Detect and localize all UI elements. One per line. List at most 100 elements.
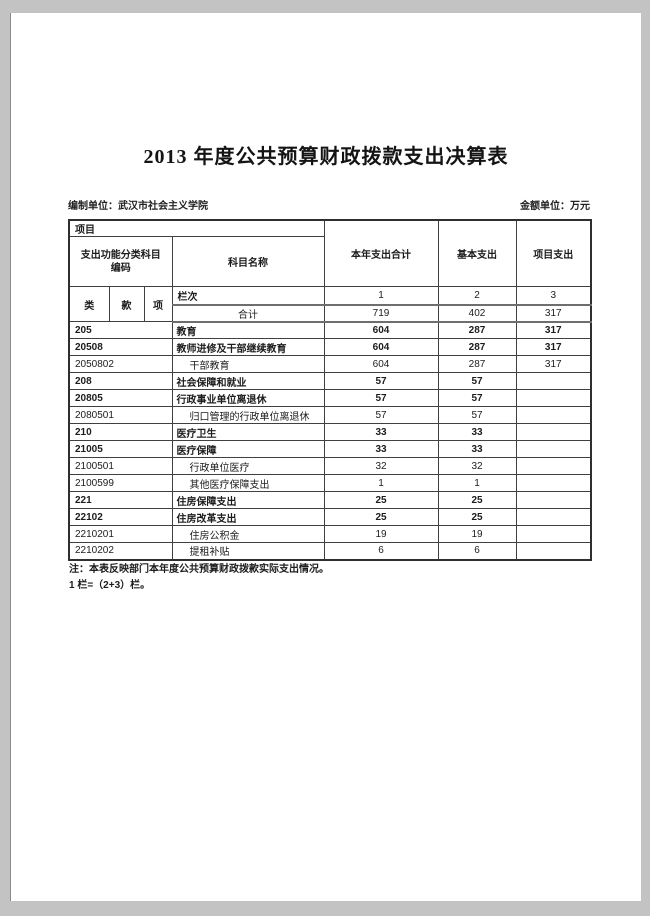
row-year-total-value: 33	[323, 440, 439, 458]
row-code: 221	[68, 491, 173, 509]
row-year-total-value: 33	[323, 423, 439, 441]
row-subject-name: 行政事业单位离退休	[171, 389, 325, 407]
header-code-group-line2: 编码	[110, 262, 131, 274]
row-code: 2100599	[68, 474, 173, 492]
row-basic-value: 287	[437, 321, 517, 339]
row-subject-name: 住房保障支出	[171, 491, 325, 509]
row-subject-name: 住房改革支出	[171, 508, 325, 526]
document-page: 2013 年度公共预算财政拨款支出决算表 编制单位：武汉市社会主义学院 金额单位…	[10, 13, 641, 901]
row-project-value: 317	[515, 338, 592, 356]
table-row: 2210201 住房公积金 19 19	[68, 525, 592, 543]
row-subject-name: 归口管理的行政单位离退休	[171, 406, 325, 424]
lanci-label-cell: 栏次	[171, 286, 325, 305]
expenditure-table: 项目 本年支出合计 基本支出 项目支出 支出功能分类科目 编码 科目名称 类 款…	[68, 219, 592, 561]
row-year-total-value: 25	[323, 508, 439, 526]
prepared-by-label: 编制单位：武汉市社会主义学院	[68, 201, 208, 212]
header-code-group-line1: 支出功能分类科目	[80, 249, 161, 261]
header-subject-name-cell: 科目名称	[171, 236, 325, 287]
row-code: 20508	[68, 338, 173, 356]
row-code: 21005	[68, 440, 173, 458]
header-project-cell: 项目	[68, 219, 325, 237]
row-subject-name: 其他医疗保障支出	[171, 474, 325, 492]
table-row: 22102 住房改革支出 25 25	[68, 508, 592, 526]
row-year-total-value: 32	[323, 457, 439, 475]
header-row-lanci: 类 款 项 栏次 1 2 3	[68, 286, 592, 322]
row-project-value: 317	[515, 355, 592, 373]
row-code: 2100501	[68, 457, 173, 475]
header-year-total-cell: 本年支出合计	[323, 219, 439, 287]
row-project-value	[515, 372, 592, 390]
row-subject-name: 教育	[171, 321, 325, 339]
header-row-project: 项目 本年支出合计 基本支出 项目支出	[68, 219, 592, 287]
row-project-value: 317	[515, 321, 592, 339]
header-code-section-cell: 款	[108, 286, 145, 322]
summary-basic-cell: 402	[437, 303, 517, 323]
row-project-value	[515, 508, 592, 526]
row-basic-value: 33	[437, 423, 517, 441]
row-project-value	[515, 542, 592, 560]
row-year-total-value: 604	[323, 321, 439, 339]
row-basic-value: 25	[437, 508, 517, 526]
summary-total-cell: 719	[323, 303, 439, 323]
summary-project-cell: 317	[515, 303, 592, 323]
table-row: 2210202 提租补贴 6 6	[68, 542, 592, 560]
row-subject-name: 提租补贴	[171, 542, 325, 560]
header-code-group-cell: 支出功能分类科目 编码	[68, 236, 173, 287]
lanci-col2-cell: 2	[437, 286, 517, 305]
header-project-expense-cell: 项目支出	[515, 219, 592, 287]
row-basic-value: 25	[437, 491, 517, 509]
header-row-columns: 支出功能分类科目 编码 科目名称	[68, 236, 591, 287]
table-row: 210 医疗卫生 33 33	[68, 423, 592, 441]
row-project-value	[515, 406, 592, 424]
row-basic-value: 19	[437, 525, 517, 543]
row-project-value	[515, 423, 592, 441]
footnotes: 注：本表反映部门本年度公共预算财政拨款实际支出情况。 1 栏=（2+3）栏。	[69, 562, 329, 594]
summary-row: 合计 719 402 317	[69, 303, 592, 323]
table-container: 项目 本年支出合计 基本支出 项目支出 支出功能分类科目 编码 科目名称 类 款…	[68, 219, 592, 561]
header-code-item-cell: 项	[143, 286, 173, 322]
row-subject-name: 社会保障和就业	[171, 372, 325, 390]
summary-label-cell: 合计	[171, 303, 325, 323]
table-row: 208 社会保障和就业 57 57	[68, 372, 592, 390]
row-year-total-value: 604	[323, 338, 439, 356]
lanci-col3-cell: 3	[515, 286, 592, 305]
row-basic-value: 6	[437, 542, 517, 560]
row-basic-value: 57	[437, 372, 517, 390]
header-code-class-cell: 类	[68, 286, 110, 322]
row-year-total-value: 57	[323, 389, 439, 407]
table-row: 2080501 归口管理的行政单位离退休 57 57	[68, 406, 592, 424]
row-code: 2080501	[68, 406, 173, 424]
row-code: 2210201	[68, 525, 173, 543]
row-subject-name: 干部教育	[171, 355, 325, 373]
row-code: 20805	[68, 389, 173, 407]
row-year-total-value: 19	[323, 525, 439, 543]
row-basic-value: 1	[437, 474, 517, 492]
row-year-total-value: 57	[323, 372, 439, 390]
row-code: 22102	[68, 508, 173, 526]
row-project-value	[515, 525, 592, 543]
row-project-value	[515, 389, 592, 407]
table-row: 20508 教师进修及干部继续教育 604 287 317	[68, 338, 592, 356]
row-code: 208	[68, 372, 173, 390]
header-basic-cell: 基本支出	[437, 219, 517, 287]
page-title: 2013 年度公共预算财政拨款支出决算表	[143, 146, 509, 168]
footnote-line2: 1 栏=（2+3）栏。	[69, 580, 151, 591]
table-row: 20805 行政事业单位离退休 57 57	[68, 389, 592, 407]
row-code: 2050802	[68, 355, 173, 373]
row-year-total-value: 6	[323, 542, 439, 560]
row-project-value	[515, 457, 592, 475]
row-basic-value: 287	[437, 338, 517, 356]
table-row: 205 教育 604 287 317	[68, 321, 592, 339]
table-row: 2100501 行政单位医疗 32 32	[68, 457, 592, 475]
row-subject-name: 医疗保障	[171, 440, 325, 458]
row-code: 205	[68, 321, 173, 339]
row-subject-name: 医疗卫生	[171, 423, 325, 441]
row-basic-value: 57	[437, 406, 517, 424]
row-basic-value: 57	[437, 389, 517, 407]
table-row: 21005 医疗保障 33 33	[68, 440, 592, 458]
row-project-value	[515, 440, 592, 458]
meta-row: 编制单位：武汉市社会主义学院 金额单位：万元	[68, 197, 590, 212]
row-year-total-value: 25	[323, 491, 439, 509]
row-subject-name: 住房公积金	[171, 525, 325, 543]
